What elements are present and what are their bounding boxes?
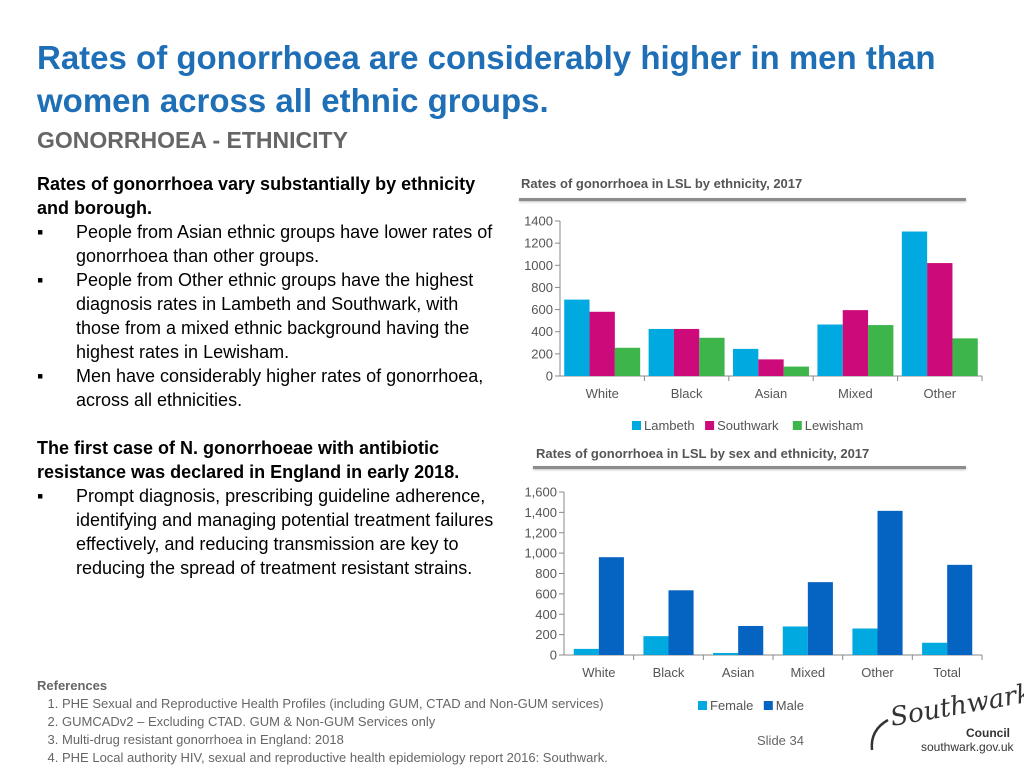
chart2-title: Rates of gonorrhoea in LSL by sex and et… [536,446,870,461]
bar-lewisham-mixed [868,325,894,376]
y-tick-label: 400 [531,324,553,339]
bar-female-mixed [782,626,808,655]
logo-council: Council [966,726,1010,740]
x-tick-label: Mixed [790,665,825,680]
bar-southwark-white [589,311,615,376]
reference-item: PHE Local authority HIV, sexual and repr… [62,749,608,767]
reference-item: Multi-drug resistant gonorrhoea in Engla… [62,731,608,749]
bar-lambeth-mixed [817,324,843,376]
logo-swoosh [870,718,889,751]
legend-swatch-southwark [705,421,715,430]
bar-southwark-black [673,328,700,376]
x-tick-label: Other [861,665,894,680]
x-tick-label: Black [653,665,685,680]
x-tick-label: Asian [755,386,788,401]
bar-lambeth-asian [733,348,759,376]
bullet-item: People from Asian ethnic groups have low… [37,220,497,268]
bar-male-other [877,510,903,655]
bar-lewisham-asian [783,366,809,376]
y-tick-label: 0 [546,369,553,384]
y-tick-label: 400 [535,607,557,622]
bullet-item: Prompt diagnosis, prescribing guideline … [37,484,497,580]
x-tick-label: Mixed [838,386,873,401]
x-tick-label: Black [671,386,703,401]
y-tick-label: 600 [535,586,557,601]
legend-swatch-lambeth [632,421,641,430]
bar-male-white [598,557,624,655]
bar-female-asian [713,652,739,655]
slide-subtitle: GONORRHOEA - ETHNICITY [37,127,348,153]
y-tick-label: 1200 [524,236,553,251]
bar-lambeth-white [564,299,590,376]
y-tick-label: 1000 [524,258,553,273]
chart-2: 0 200 400 600 800 1,000 1,200 1,400 1,600 White Bl… [524,485,983,713]
bar-male-black [668,590,694,655]
x-tick-label: Other [924,386,957,401]
y-tick-label: 800 [531,280,553,295]
references-title: References [37,678,108,693]
bullet-item: Men have considerably higher rates of go… [37,364,497,412]
y-tick-label: 1,400 [524,505,557,520]
bar-lewisham-black [699,337,725,376]
legend-label-lewisham: Lewisham [805,418,864,433]
references: References PHE Sexual and Reproductive H… [37,677,608,767]
legend-swatch-male [763,701,773,710]
y-tick-label: 1,000 [524,546,557,561]
x-tick-label: White [586,386,619,401]
logo-url: southwark.gov.uk [921,740,1014,754]
text-column: Rates of gonorrhoea vary substantially b… [37,172,497,580]
legend-label-female: Female [710,698,753,713]
chart-1: 0 200 400 600 800 1000 1200 1400 White Black Asian… [524,214,983,433]
bar-female-black [643,636,669,655]
bar-female-other [852,628,878,655]
slide-number: Slide 34 [757,733,804,748]
y-tick-label: 1400 [524,214,553,229]
bar-male-mixed [807,582,833,655]
bar-lambeth-other [901,231,928,376]
bar-southwark-mixed [842,310,869,376]
bar-male-asian [738,625,764,655]
y-tick-label: 1,200 [524,525,557,540]
chart2-title-rule [533,466,966,469]
bullet-list-1: People from Asian ethnic groups have low… [37,220,497,412]
legend-swatch-female [698,701,707,710]
x-tick-label: Asian [722,665,755,680]
slide-title: Rates of gonorrhoea are considerably hig… [37,39,936,119]
bar-lewisham-other [952,338,978,376]
bar-lewisham-white [614,347,641,376]
y-tick-label: 800 [535,566,557,581]
legend-label-lambeth: Lambeth [644,418,695,433]
legend-label-southwark: Southwark [717,418,779,433]
y-tick-label: 200 [535,627,557,642]
bar-southwark-asian [758,359,784,376]
legend-label-male: Male [776,698,804,713]
bar-male-total [947,564,973,655]
references-list: PHE Sexual and Reproductive Health Profi… [37,695,608,767]
chart1-title: Rates of gonorrhoea in LSL by ethnicity,… [521,176,803,191]
reference-item: PHE Sexual and Reproductive Health Profi… [62,695,608,713]
legend-swatch-lewisham [792,421,802,430]
bar-lambeth-black [648,328,674,376]
bullet-item: People from Other ethnic groups have the… [37,268,497,364]
y-tick-label: 200 [531,346,553,361]
x-tick-label: White [582,665,615,680]
y-tick-label: 1,600 [524,485,557,500]
x-tick-label: Total [933,665,961,680]
bar-southwark-other [927,263,953,376]
chart1-title-rule [519,198,966,201]
bar-female-white [573,648,599,655]
lead-paragraph-2: The first case of N. gonorrhoeae with an… [37,438,460,482]
bar-female-total [922,642,948,655]
reference-item: GUMCADv2 – Excluding CTAD. GUM & Non-GUM… [62,713,608,731]
lead-paragraph-1: Rates of gonorrhoea vary substantially b… [37,174,476,218]
y-tick-label: 0 [550,648,557,663]
y-tick-label: 600 [531,302,553,317]
bullet-list-2: Prompt diagnosis, prescribing guideline … [37,484,497,580]
